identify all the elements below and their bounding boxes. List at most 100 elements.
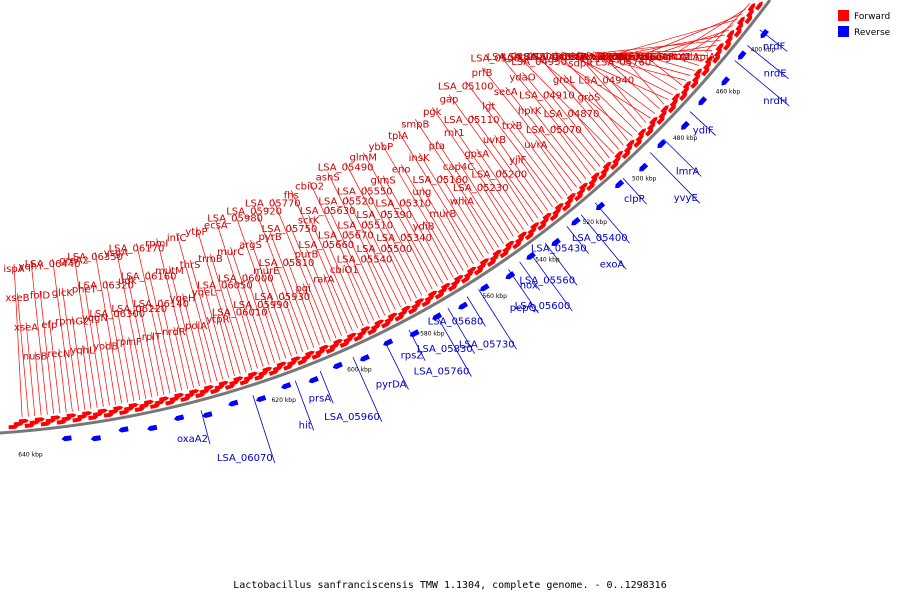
gene-label-ytpr[interactable]: ytpR xyxy=(206,314,229,325)
gene-label-gcp[interactable]: gcp xyxy=(553,52,571,63)
gene-label-mmum[interactable]: mmuM xyxy=(656,52,690,63)
gene-label-lsa-05830[interactable]: LSA_05830 xyxy=(417,344,473,355)
gene-label-cyss[interactable]: cysS xyxy=(611,52,634,63)
gene-label-yaaq[interactable]: yaaQ xyxy=(627,52,653,63)
gene-label-lsa-05160[interactable]: LSA_05160 xyxy=(413,175,469,186)
gene-label-xsea[interactable]: xseA xyxy=(14,322,38,333)
gene-label-lsa-05340[interactable]: LSA_05340 xyxy=(376,233,432,244)
gene-label-lsa-05200[interactable]: LSA_05200 xyxy=(471,169,527,180)
gene-label-lsa-05810[interactable]: LSA_05810 xyxy=(259,258,315,269)
gene-label-lsa-05510[interactable]: LSA_05510 xyxy=(337,220,393,231)
gene-label-gap[interactable]: gap xyxy=(440,95,459,106)
gene-label-nrdh[interactable]: nrdH xyxy=(763,96,787,107)
gene-label-grol[interactable]: groL xyxy=(553,75,575,86)
gene-label-ybbp[interactable]: ybbP xyxy=(368,142,393,153)
gene-label-pepq[interactable]: pepQ xyxy=(510,303,537,314)
gene-label-recr[interactable]: recR xyxy=(603,52,626,63)
gene-label-prsa[interactable]: prsA xyxy=(309,393,332,404)
gene-label-uvrb[interactable]: uvrB xyxy=(483,135,506,146)
gene-label-ung[interactable]: ung xyxy=(412,187,431,198)
gene-label-cap4c[interactable]: cap4C xyxy=(443,162,474,173)
gene-label-lsa-04860[interactable]: LSA_04860 xyxy=(518,52,574,63)
gene-label-rpll[interactable]: rplL xyxy=(637,52,656,63)
gene-label-clpp[interactable]: clpP xyxy=(624,194,645,205)
gene-label-tmk[interactable]: tmk xyxy=(568,52,588,63)
gene-label-lsa-05630[interactable]: LSA_05630 xyxy=(300,206,356,217)
gene-label-rex[interactable]: rex xyxy=(580,52,596,63)
gene-label-lsa-04670[interactable]: LSA_04670 xyxy=(592,52,648,63)
gene-label-exoa[interactable]: exoA xyxy=(600,259,625,270)
gene-label-mure[interactable]: murE xyxy=(253,266,280,277)
gene-label-lsa-05500[interactable]: LSA_05500 xyxy=(357,244,413,255)
gene-label-ydif[interactable]: ydiF xyxy=(693,125,714,136)
gene-label-recn[interactable]: recN xyxy=(47,349,70,360)
gene-label-udk[interactable]: udk xyxy=(118,276,137,287)
gene-label-rpla[interactable]: rplA xyxy=(679,52,699,63)
gene-label-lsa-05430[interactable]: LSA_05430 xyxy=(531,244,587,255)
gene-label-rnr1[interactable]: rnr1 xyxy=(444,128,465,139)
gene-label-lsa-05230[interactable]: LSA_05230 xyxy=(453,183,509,194)
gene-label-asns[interactable]: asnS xyxy=(316,172,340,183)
gene-label-rpia[interactable]: rpiA xyxy=(695,52,715,63)
gene-label-gros[interactable]: groS xyxy=(578,92,601,103)
gene-label-tpia[interactable]: tpiA xyxy=(388,131,408,142)
gene-label-lsa-06440[interactable]: LSA_06440 xyxy=(25,259,81,270)
gene-label-mutm[interactable]: mutM xyxy=(155,266,184,277)
gene-label-yqhl[interactable]: yqhL xyxy=(70,345,95,356)
gene-label-yodb[interactable]: yodB xyxy=(93,342,118,353)
gene-label-lsa-05400[interactable]: LSA_05400 xyxy=(572,233,628,244)
gene-label-pola[interactable]: polA xyxy=(185,321,207,332)
gene-label-rpmg[interactable]: rpmG xyxy=(636,52,664,63)
gene-label-xseb[interactable]: xseB xyxy=(5,293,29,304)
gene-label-purb[interactable]: purB xyxy=(295,249,319,260)
gene-label-smpb[interactable]: smpB xyxy=(401,119,429,130)
gene-label-whia[interactable]: whiA xyxy=(450,196,474,207)
gene-label-fold[interactable]: folD xyxy=(30,291,50,302)
gene-label-trxb[interactable]: trxB xyxy=(502,121,523,132)
gene-label-pta[interactable]: pta xyxy=(429,141,445,152)
gene-label-oxaa2[interactable]: oxaA2 xyxy=(177,434,208,445)
gene-label-args[interactable]: argS xyxy=(239,240,262,251)
gene-label-eno[interactable]: eno xyxy=(392,165,411,176)
gene-label-lsa-06320[interactable]: LSA_06320 xyxy=(78,281,134,292)
gene-label-glck[interactable]: glcK xyxy=(52,288,74,299)
gene-label-tada[interactable]: tadA xyxy=(645,52,668,63)
gene-label-lsa-04910[interactable]: LSA_04910 xyxy=(519,91,575,102)
gene-label-lsa-06300[interactable]: LSA_06300 xyxy=(89,309,145,320)
gene-label-nrdr[interactable]: nrdR xyxy=(162,327,186,338)
gene-label-rplj-nusg[interactable]: rplJ-nusG xyxy=(612,52,657,63)
gene-label-lsa-05100[interactable]: LSA_05100 xyxy=(438,82,494,93)
gene-label-lsa-05920[interactable]: LSA_05920 xyxy=(226,206,282,217)
gene-label-scrk[interactable]: scrK xyxy=(298,215,320,226)
gene-label-ispa[interactable]: ispA xyxy=(3,264,24,275)
gene-label-pgi[interactable]: pgi xyxy=(295,283,310,294)
gene-label-ybgf[interactable]: ybgF xyxy=(596,52,621,63)
gene-label-lsa-05770[interactable]: LSA_05770 xyxy=(245,199,301,210)
gene-label-yqgn[interactable]: yqgN xyxy=(82,313,108,324)
gene-label-ydib[interactable]: ydiB xyxy=(413,221,435,232)
gene-label-lsa-05760[interactable]: LSA_05760 xyxy=(414,367,470,378)
gene-label-gpsa[interactable]: gpsA xyxy=(464,149,489,160)
gene-label-hit[interactable]: hit xyxy=(299,420,312,431)
gene-label-lsa-05110[interactable]: LSA_05110 xyxy=(444,115,500,126)
gene-label-lsa-05980[interactable]: LSA_05980 xyxy=(207,214,263,225)
gene-label-lsa-04950[interactable]: LSA_04950 xyxy=(511,57,567,68)
gene-label-ytpp[interactable]: ytpP xyxy=(185,227,207,238)
gene-label-lsa-05600[interactable]: LSA_05600 xyxy=(515,301,571,312)
gene-label-sdpr[interactable]: sdpR xyxy=(568,58,593,69)
gene-label-lsa-06350[interactable]: LSA_06350 xyxy=(67,252,123,263)
gene-label-pgk[interactable]: pgk xyxy=(423,107,442,118)
gene-label-lsa-04740[interactable]: LSA_04740 xyxy=(576,52,632,63)
gene-label-murc[interactable]: murC xyxy=(217,247,244,258)
gene-label-lsa-04940[interactable]: LSA_04940 xyxy=(578,75,634,86)
gene-label-lsa-05550[interactable]: LSA_05550 xyxy=(337,186,393,197)
gene-label-pyrda[interactable]: pyrDA xyxy=(376,379,407,390)
gene-label-thrs[interactable]: thrS xyxy=(180,260,201,271)
gene-label-nrdf[interactable]: nrdF xyxy=(763,41,786,52)
gene-label-lsa-05070[interactable]: LSA_05070 xyxy=(526,125,582,136)
gene-label-seca[interactable]: secA xyxy=(494,87,518,98)
gene-label-ysga[interactable]: ysgA xyxy=(104,248,128,259)
gene-label-glmm[interactable]: glmM xyxy=(350,153,378,164)
gene-label-pyrb[interactable]: pyrB xyxy=(258,232,281,243)
gene-label-rbsu[interactable]: rbsU xyxy=(560,52,583,63)
